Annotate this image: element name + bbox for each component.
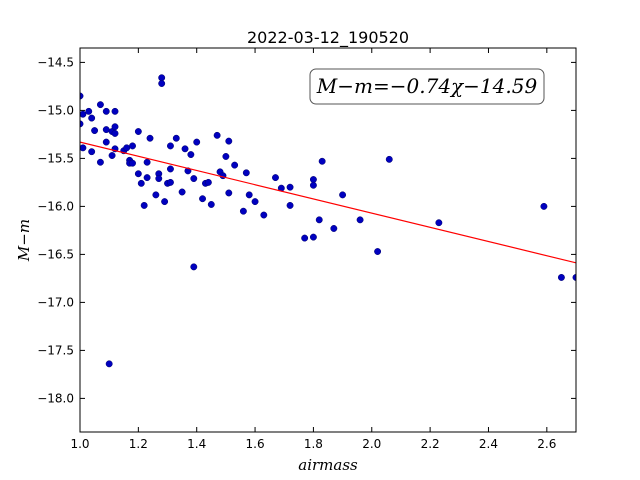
- data-point: [129, 159, 136, 167]
- data-point: [102, 126, 110, 134]
- data-point: [272, 174, 279, 182]
- y-tick-label: −16.0: [37, 199, 74, 213]
- x-axis-label: airmass: [298, 456, 358, 474]
- data-point: [88, 148, 96, 156]
- data-point: [187, 151, 195, 159]
- data-point: [309, 176, 317, 183]
- data-point: [96, 101, 104, 109]
- y-tick-label: −15.5: [37, 151, 74, 165]
- data-point: [85, 107, 93, 115]
- data-point: [204, 178, 212, 186]
- data-point: [80, 144, 87, 152]
- x-tick-label: 2.2: [421, 437, 440, 451]
- data-point: [242, 169, 250, 177]
- data-point: [111, 129, 119, 137]
- y-tick-label: −16.5: [37, 247, 74, 261]
- x-tick-label: 1.4: [187, 437, 206, 451]
- data-point: [207, 201, 215, 208]
- x-tick-label: 1.6: [246, 437, 265, 451]
- data-point: [190, 263, 198, 271]
- data-point: [161, 198, 169, 206]
- data-point: [356, 216, 364, 224]
- data-point: [146, 134, 154, 142]
- data-point: [309, 181, 317, 189]
- data-point: [88, 114, 96, 122]
- data-point: [111, 123, 119, 131]
- data-point: [158, 74, 166, 82]
- y-tick-label: −17.0: [37, 295, 74, 309]
- data-point: [225, 137, 233, 145]
- data-point: [134, 128, 142, 135]
- data-point: [318, 157, 326, 165]
- data-point: [167, 165, 174, 173]
- annotation-box: [309, 68, 545, 105]
- data-point: [158, 80, 166, 87]
- y-axis-label: M−m: [15, 219, 33, 262]
- x-tick-label: 1.8: [304, 437, 323, 451]
- data-point: [225, 189, 233, 197]
- data-point: [385, 155, 393, 163]
- data-point: [222, 153, 230, 160]
- data-point: [251, 198, 259, 206]
- annotation-text: M−m=−0.74χ−14.59: [316, 74, 538, 98]
- data-point: [102, 138, 110, 146]
- y-tick-label: −15.0: [37, 103, 74, 117]
- data-layer: [80, 74, 576, 368]
- data-point: [339, 191, 347, 199]
- data-point: [111, 107, 119, 115]
- data-point: [152, 191, 160, 199]
- data-point: [286, 183, 294, 191]
- y-tick-label: −18.0: [37, 391, 74, 405]
- data-point: [140, 201, 148, 209]
- x-tick-label: 2.4: [479, 437, 498, 451]
- x-tick-label: 2.6: [537, 437, 556, 451]
- chart-title: 2022-03-12_190520: [247, 28, 409, 48]
- data-point: [143, 158, 151, 166]
- data-point: [137, 179, 145, 187]
- data-point: [80, 110, 87, 118]
- data-point: [301, 234, 309, 242]
- data-point: [557, 273, 565, 281]
- data-point: [91, 127, 99, 135]
- data-point: [330, 225, 338, 232]
- data-point: [309, 233, 317, 241]
- data-point: [167, 142, 174, 150]
- data-point: [374, 248, 382, 255]
- data-point: [540, 202, 548, 210]
- y-tick-label: −14.5: [37, 55, 74, 69]
- data-point: [134, 170, 142, 178]
- data-point: [231, 161, 239, 169]
- data-point: [96, 158, 104, 166]
- data-point: [178, 188, 186, 196]
- data-point: [286, 201, 294, 209]
- data-point: [239, 207, 247, 215]
- data-point: [167, 178, 174, 186]
- data-point: [193, 138, 201, 146]
- data-point: [143, 174, 151, 182]
- x-tick-label: 1.2: [129, 437, 148, 451]
- data-point: [199, 195, 206, 203]
- y-tick-label: −17.5: [37, 343, 74, 357]
- data-point: [181, 145, 189, 153]
- data-point: [190, 175, 198, 183]
- data-point: [245, 191, 253, 199]
- plot-area: 1.0 1.2 1.4 1.6 1.8 2.0 2.2 2.4 2.6 −14.5 −15.0 −15…: [37, 47, 577, 451]
- data-point: [102, 107, 110, 115]
- data-point: [435, 219, 443, 227]
- data-point: [315, 216, 323, 224]
- fit-line: [80, 141, 576, 264]
- plot-frame: [79, 47, 577, 433]
- data-point: [260, 211, 268, 219]
- data-point: [172, 134, 180, 142]
- data-point: [108, 152, 116, 159]
- data-point: [123, 144, 131, 152]
- x-tick-label: 1.0: [70, 437, 89, 451]
- x-tick-label: 2.0: [362, 437, 381, 451]
- data-point: [155, 175, 163, 183]
- data-point: [129, 142, 136, 150]
- data-point: [213, 131, 221, 139]
- data-point: [105, 360, 113, 368]
